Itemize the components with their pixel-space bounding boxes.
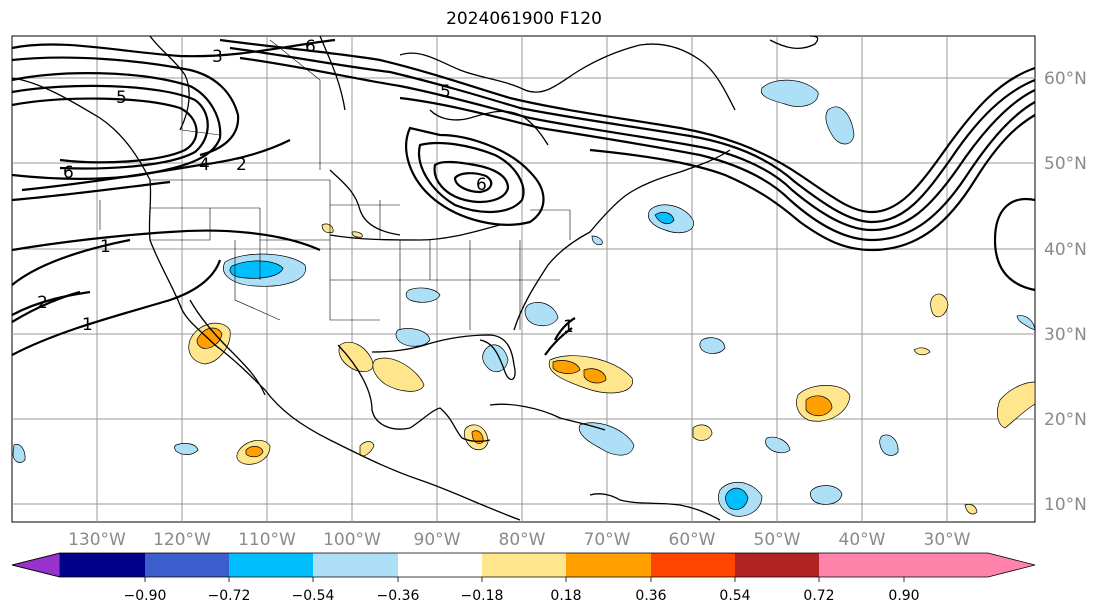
colorbar-tick-label: 0.54 — [719, 588, 750, 604]
lon-label: 60°W — [669, 530, 716, 550]
colorbar-tick-label: 0.72 — [803, 588, 834, 604]
lon-label: 50°W — [754, 530, 801, 550]
coastlines — [11, 35, 819, 521]
lon-label: 90°W — [414, 530, 461, 550]
contour-label: 6 — [63, 163, 74, 183]
lon-label: 70°W — [584, 530, 631, 550]
colorbar-swatch — [398, 553, 482, 577]
colorbar-tick-label: −0.90 — [124, 588, 167, 604]
lat-label: 60°N — [1044, 69, 1087, 89]
colorbar-outline — [11, 552, 1036, 578]
lon-label: 130°W — [68, 530, 126, 550]
latitude-labels: 60°N 50°N 40°N 30°N 20°N 10°N — [1044, 69, 1087, 515]
contour-label: 1 — [100, 237, 111, 257]
colorbar-swatch — [482, 553, 566, 577]
contour-labels: 6 3 5 5 6 4 2 1 2 1 1 6 — [37, 37, 574, 337]
contour-label: 1 — [82, 315, 93, 335]
contour-label: 4 — [199, 155, 210, 175]
colorbar: −0.90 −0.72 −0.54 −0.36 −0.18 0.18 0.36 … — [11, 552, 1036, 604]
contour-label: 5 — [440, 82, 451, 102]
contour-label: 3 — [212, 47, 223, 67]
colorbar-swatch — [566, 553, 651, 577]
colorbar-swatch — [145, 553, 229, 577]
lat-label: 40°N — [1044, 240, 1087, 260]
colorbar-min-arrow — [11, 552, 61, 578]
lon-label: 100°W — [323, 530, 381, 550]
lon-label: 30°W — [924, 530, 971, 550]
colorbar-tick-label: −0.18 — [461, 588, 504, 604]
lat-label: 50°N — [1044, 154, 1087, 174]
contour-label: 5 — [116, 88, 127, 108]
colorbar-swatch — [651, 553, 735, 577]
contour-label: 2 — [37, 293, 48, 313]
lon-label: 80°W — [499, 530, 546, 550]
map-title: 2024061900 F120 — [446, 9, 602, 29]
colorbar-ticks — [144, 577, 905, 582]
colorbar-tick-label: −0.36 — [377, 588, 420, 604]
colorbar-swatch — [819, 553, 904, 577]
lat-label: 10°N — [1044, 495, 1087, 515]
lat-label: 30°N — [1044, 325, 1087, 345]
longitude-labels: 130°W 120°W 110°W 100°W 90°W 80°W 70°W 6… — [68, 530, 971, 550]
colorbar-tick-label: −0.54 — [292, 588, 335, 604]
contour-label: 6 — [476, 175, 487, 195]
anomaly-shading — [12, 79, 1036, 517]
contour-label: 6 — [305, 37, 316, 57]
contour-label: 2 — [236, 155, 247, 175]
lon-label: 40°W — [839, 530, 886, 550]
colorbar-swatch — [229, 553, 313, 577]
lat-label: 20°N — [1044, 410, 1087, 430]
lon-label: 120°W — [153, 530, 211, 550]
colorbar-tick-label: 0.18 — [550, 588, 581, 604]
colorbar-tick-label: −0.72 — [208, 588, 251, 604]
colorbar-swatch — [313, 553, 398, 577]
colorbar-max-arrow — [904, 553, 1035, 577]
colorbar-tick-label: 0.90 — [888, 588, 919, 604]
contour-label: 1 — [563, 317, 574, 337]
height-contours — [11, 38, 1036, 356]
colorbar-swatch — [735, 553, 819, 577]
colorbar-tick-label: 0.36 — [635, 588, 666, 604]
colorbar-swatch — [60, 553, 145, 577]
lon-label: 110°W — [238, 530, 296, 550]
